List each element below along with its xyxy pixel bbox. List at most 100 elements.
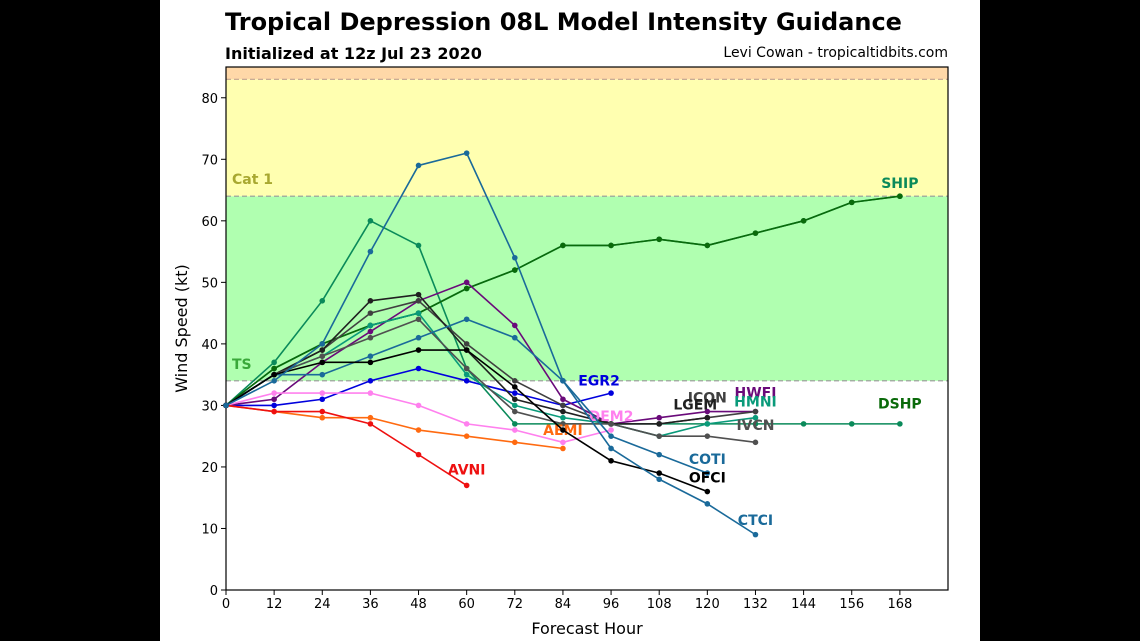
chart-subtitle: Initialized at 12z Jul 23 2020 [225,44,482,63]
x-tick-label: 24 [314,597,331,612]
series-point [512,427,518,433]
series-point [800,218,807,224]
y-tick-label: 80 [201,92,218,107]
series-label: OFCI [689,470,726,486]
series-point [512,384,518,390]
intensity-band [226,196,948,381]
series-point [608,242,614,249]
y-tick-label: 50 [201,276,218,291]
series-point [560,408,566,415]
series-label: HWFI [734,385,776,401]
series-point [752,408,759,415]
x-tick-label: 96 [603,597,620,612]
series-point [704,433,711,439]
series-point [704,421,711,427]
series-point [367,421,374,427]
series-point [560,242,566,249]
series-point [656,433,662,439]
series-label: AVNI [448,462,486,478]
series-point [271,402,277,409]
series-point [319,341,326,347]
series-point [223,402,229,409]
series-point [415,334,422,341]
series-point [512,408,518,415]
band-label: Cat 1 [232,172,273,188]
series-label: LGEM [673,398,717,414]
series-point [752,421,759,427]
series-point [271,408,277,415]
series-point [800,421,807,427]
series-point [319,371,326,378]
plot-frame [225,66,949,591]
series-point [656,414,662,421]
x-tick-label: 36 [362,597,379,612]
series-point [367,334,374,341]
series-point [848,421,855,427]
series-line [225,152,756,536]
y-tick-label: 40 [201,338,218,353]
y-tick-label: 0 [210,584,218,599]
series-point [752,230,759,236]
series-point [271,396,277,403]
x-tick-label: 108 [647,597,672,612]
intensity-chart: TS Cat 1 0 12 24 36 48 60 72 84 96 108 120 132 144 156 1… [172,66,949,638]
series-point [319,347,326,353]
series-point [367,310,374,316]
series-point [463,371,470,378]
series-point [319,353,326,359]
series-point [319,408,326,415]
series-point [704,501,711,507]
series-point [415,347,422,353]
series-point [271,371,277,378]
series-point [608,390,614,396]
series-point [367,378,374,384]
series-point [897,421,903,427]
chart-credit: Levi Cowan - tropicaltidbits.com [723,45,948,61]
series-point [704,470,711,476]
series-point [704,488,711,495]
series-point [367,359,374,366]
series-point [415,310,422,316]
x-tick-label: 132 [743,597,768,612]
series-point [560,402,566,409]
series-point [463,279,470,286]
series-point [463,341,470,347]
series-point [704,414,711,421]
intensity-band [226,79,948,197]
x-tick-label: 156 [839,597,864,612]
series-point [415,316,422,323]
y-tick-label: 60 [201,215,218,230]
series-point [415,298,422,304]
series-point [848,199,855,206]
series-point [656,451,662,458]
series-point [704,242,711,249]
series-point [512,439,518,446]
x-axis-label: Forecast Hour [531,619,643,638]
series-point [560,378,566,384]
series-point [463,378,470,384]
series-point [463,421,470,427]
series-label: CTCI [738,513,773,529]
series-point [367,218,374,224]
series-point [752,439,759,446]
x-tick-label: 12 [266,597,283,612]
series-point [415,242,422,249]
series-label: EGR2 [578,374,620,390]
series-point [463,316,470,323]
chart-title: Tropical Depression 08L Model Intensity … [225,8,902,36]
y-tick-label: 70 [201,153,218,168]
series-point [656,421,662,427]
series-point [512,390,518,396]
series-point [608,445,614,452]
series-point [512,378,518,384]
x-tick-label: 144 [791,597,816,612]
series-point [608,421,614,427]
series-point [367,353,374,359]
series-point [319,390,326,396]
x-tick-label: 120 [695,597,720,612]
series-point [897,193,903,200]
series-point [512,334,518,341]
series-point [271,365,277,372]
series-label: ICON [688,390,727,406]
series-point [608,457,614,464]
